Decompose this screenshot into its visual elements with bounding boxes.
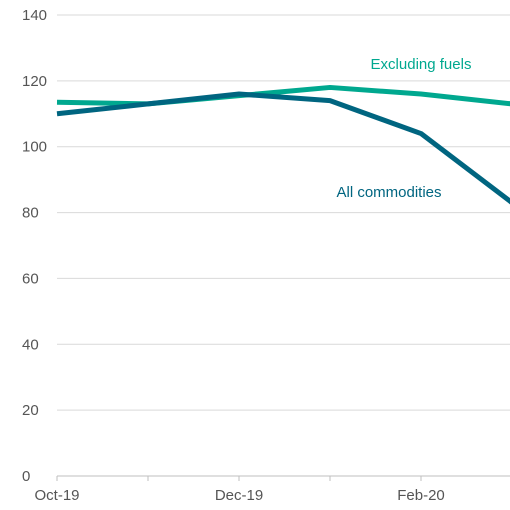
x-tick-label: Dec-19 — [215, 487, 263, 504]
y-tick-label: 100 — [22, 139, 47, 156]
gridlines — [57, 14, 510, 411]
y-tick-label: 80 — [22, 205, 39, 222]
series-label: Excluding fuels — [371, 56, 472, 73]
y-axis-ticks: 0 20 40 60 80 100 120 140 — [22, 7, 47, 485]
y-tick-label: 20 — [22, 402, 39, 419]
y-tick-label: 140 — [22, 7, 47, 24]
x-tick-label: Oct-19 — [34, 487, 79, 504]
x-axis: Oct-19 Dec-19 Feb-20 — [34, 475, 510, 504]
y-tick-label: 120 — [22, 73, 47, 90]
series-label: All commodities — [336, 184, 441, 201]
y-tick-label: 60 — [22, 270, 39, 287]
x-tick-label: Feb-20 — [397, 487, 445, 504]
y-tick-label: 40 — [22, 336, 39, 353]
series-lines — [56, 84, 510, 205]
series-labels: Excluding fuels All commodities — [336, 56, 471, 201]
series-line-1 — [56, 91, 510, 205]
y-tick-label: 0 — [22, 468, 30, 485]
